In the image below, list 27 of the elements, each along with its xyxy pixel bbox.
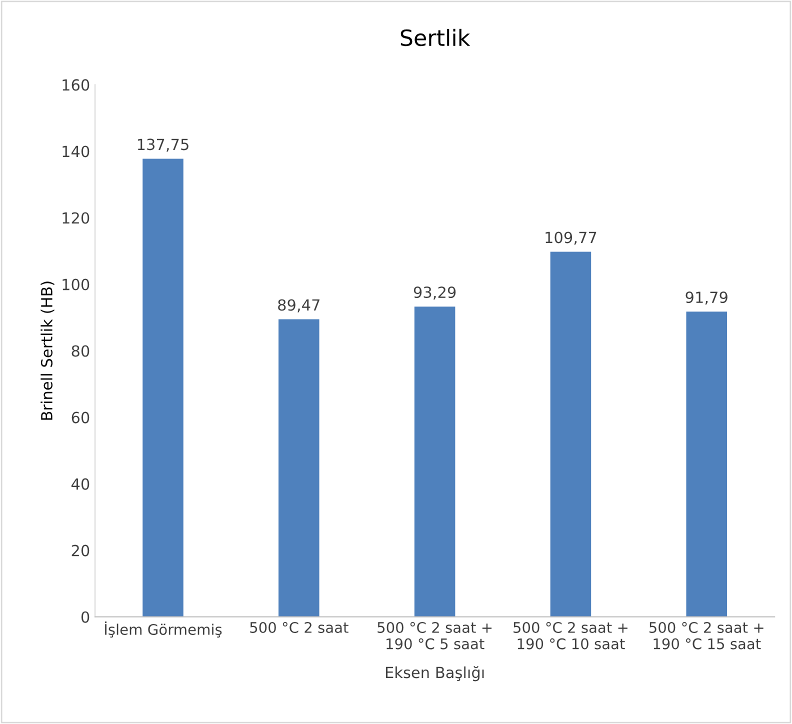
y-tick-label: 80 bbox=[72, 345, 90, 357]
bar bbox=[414, 306, 456, 617]
y-tick-label: 40 bbox=[71, 478, 90, 490]
bar bbox=[142, 158, 184, 617]
x-tick-label: 500 °C 2 saat + 190 °C 10 saat bbox=[514, 622, 628, 650]
y-tick-label: 20 bbox=[72, 544, 90, 556]
y-tick-label: 140 bbox=[62, 146, 90, 158]
bar bbox=[278, 319, 320, 617]
data-label: 91,79 bbox=[686, 291, 728, 305]
x-tick-label: İşlem Görmemiş bbox=[105, 621, 222, 638]
y-axis-title: Brinell Sertlik (HB) bbox=[40, 282, 54, 420]
y-tick-label: 0 bbox=[81, 611, 90, 623]
x-axis-title: Eksen Başlığı bbox=[386, 666, 484, 682]
chart-title: Sertlik bbox=[400, 28, 470, 46]
data-label: 109,77 bbox=[546, 232, 596, 245]
data-label: 89,47 bbox=[278, 299, 320, 312]
bar bbox=[550, 252, 592, 617]
x-tick-label: 500 °C 2 saat bbox=[250, 622, 348, 633]
y-tick-label: 60 bbox=[72, 412, 90, 424]
data-label: 93,29 bbox=[414, 286, 456, 300]
y-tick-label: 120 bbox=[62, 212, 90, 224]
y-tick-label: 160 bbox=[62, 79, 90, 91]
y-tick-label: 100 bbox=[62, 278, 90, 290]
data-label: 137,75 bbox=[138, 138, 188, 152]
bar bbox=[686, 312, 728, 617]
x-tick-label: 500 °C 2 saat + 190 °C 5 saat bbox=[378, 622, 492, 650]
x-tick-label: 500 °C 2 saat + 190 °C 15 saat bbox=[649, 622, 764, 650]
